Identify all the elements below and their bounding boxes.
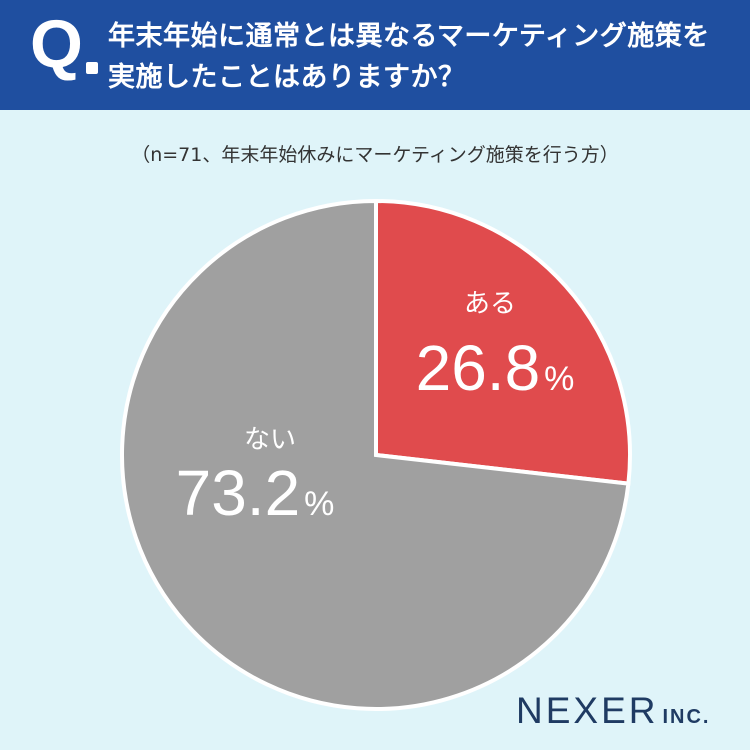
- slice-value-label: 73.2%: [176, 457, 335, 529]
- brand-logo: NEXER INC.: [516, 690, 710, 732]
- question-banner: Q 年末年始に通常とは異なるマーケティング施策を実施したことはありますか？: [0, 0, 750, 110]
- brand-suffix: INC.: [662, 706, 711, 728]
- slice-label: ない: [244, 425, 296, 455]
- pie-slice-aru: [374, 198, 632, 486]
- q-dot: [86, 62, 98, 74]
- question-text: 年末年始に通常とは異なるマーケティング施策を実施したことはありますか？: [108, 21, 710, 93]
- slice-value-label: 26.8%: [416, 332, 575, 404]
- sample-note: （n=71、年末年始休みにマーケティング施策を行う方）: [131, 144, 619, 166]
- slice-label: ある: [464, 289, 516, 319]
- pie-slice-nai: [120, 198, 631, 711]
- q-mark: Q: [30, 6, 83, 82]
- brand-name: NEXER: [516, 690, 659, 731]
